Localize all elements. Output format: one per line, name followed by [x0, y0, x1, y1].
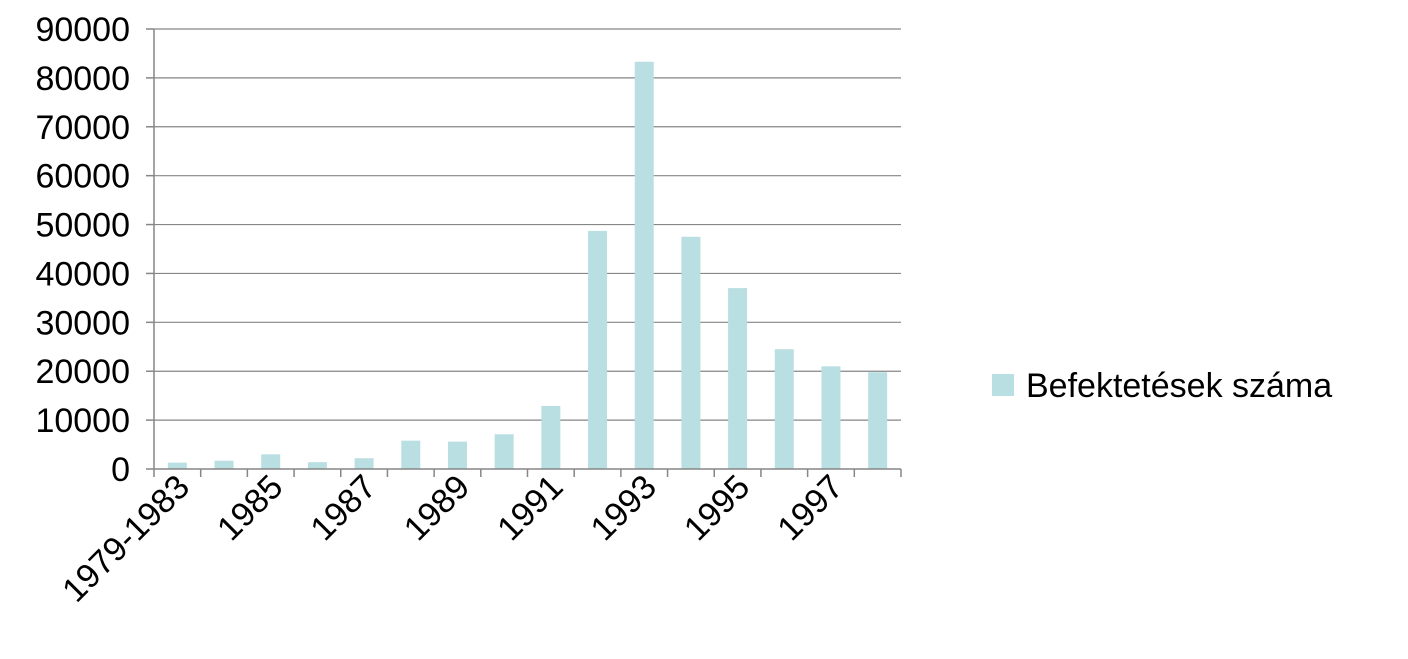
bar — [494, 434, 514, 469]
bar-series — [167, 61, 888, 469]
y-tick-label: 60000 — [35, 158, 130, 196]
legend-swatch — [992, 374, 1014, 396]
legend: Befektetések száma — [992, 367, 1332, 405]
y-tick-label: 80000 — [35, 60, 130, 98]
bar — [261, 454, 281, 469]
x-axis-tick-labels: 1979-1983 1985 1987 1989 1991 1993 1995 1997 — [55, 468, 850, 610]
legend-label: Befektetések száma — [1026, 367, 1332, 405]
y-tick-label: 90000 — [35, 11, 130, 49]
x-tick-label: 1993 — [584, 468, 664, 548]
bar — [541, 405, 561, 469]
y-tick-label: 70000 — [35, 109, 130, 147]
bar — [821, 366, 841, 469]
y-tick-label: 0 — [111, 451, 130, 489]
x-tick-label: 1995 — [677, 468, 757, 548]
y-tick-label: 30000 — [35, 304, 130, 342]
bar — [588, 230, 608, 469]
y-tick-label: 40000 — [35, 255, 130, 293]
x-tick-label: 1987 — [303, 468, 383, 548]
bar — [681, 236, 701, 469]
y-tick-label: 20000 — [35, 353, 130, 391]
y-axis-tick-labels: 0 10000 20000 30000 40000 50000 60000 70000 8000… — [35, 11, 130, 489]
axes — [146, 28, 902, 477]
x-tick-label: 1979-1983 — [55, 468, 197, 610]
bar — [214, 460, 234, 469]
bar — [167, 462, 187, 469]
y-tick-label: 50000 — [35, 207, 130, 245]
x-tick-label: 1991 — [490, 468, 570, 548]
x-tick-label: 1989 — [397, 468, 477, 548]
bar — [307, 462, 327, 469]
x-tick-label: 1997 — [770, 468, 850, 548]
y-tick-label: 10000 — [35, 402, 130, 440]
x-tick-label: 1985 — [210, 468, 290, 548]
bar — [447, 441, 467, 469]
bar — [868, 372, 888, 469]
bar — [354, 458, 374, 469]
bar — [728, 288, 748, 469]
bar — [401, 440, 421, 469]
bar — [634, 61, 654, 469]
bar — [774, 349, 794, 469]
y-gridlines — [154, 28, 901, 421]
